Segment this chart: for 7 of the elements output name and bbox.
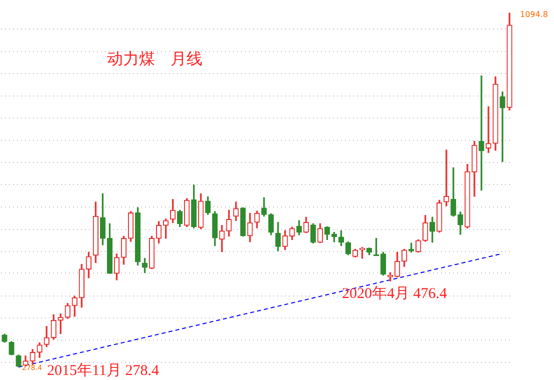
text: 动力煤 月线 [107,49,202,68]
candlestick [486,106,492,153]
candlestick [500,92,506,162]
annotation: 2020年4月 476.4 [342,284,448,302]
text: 1094.8 [520,10,548,20]
candlestick [478,76,484,191]
annotation: 2015年11月 278.4 [47,362,160,379]
